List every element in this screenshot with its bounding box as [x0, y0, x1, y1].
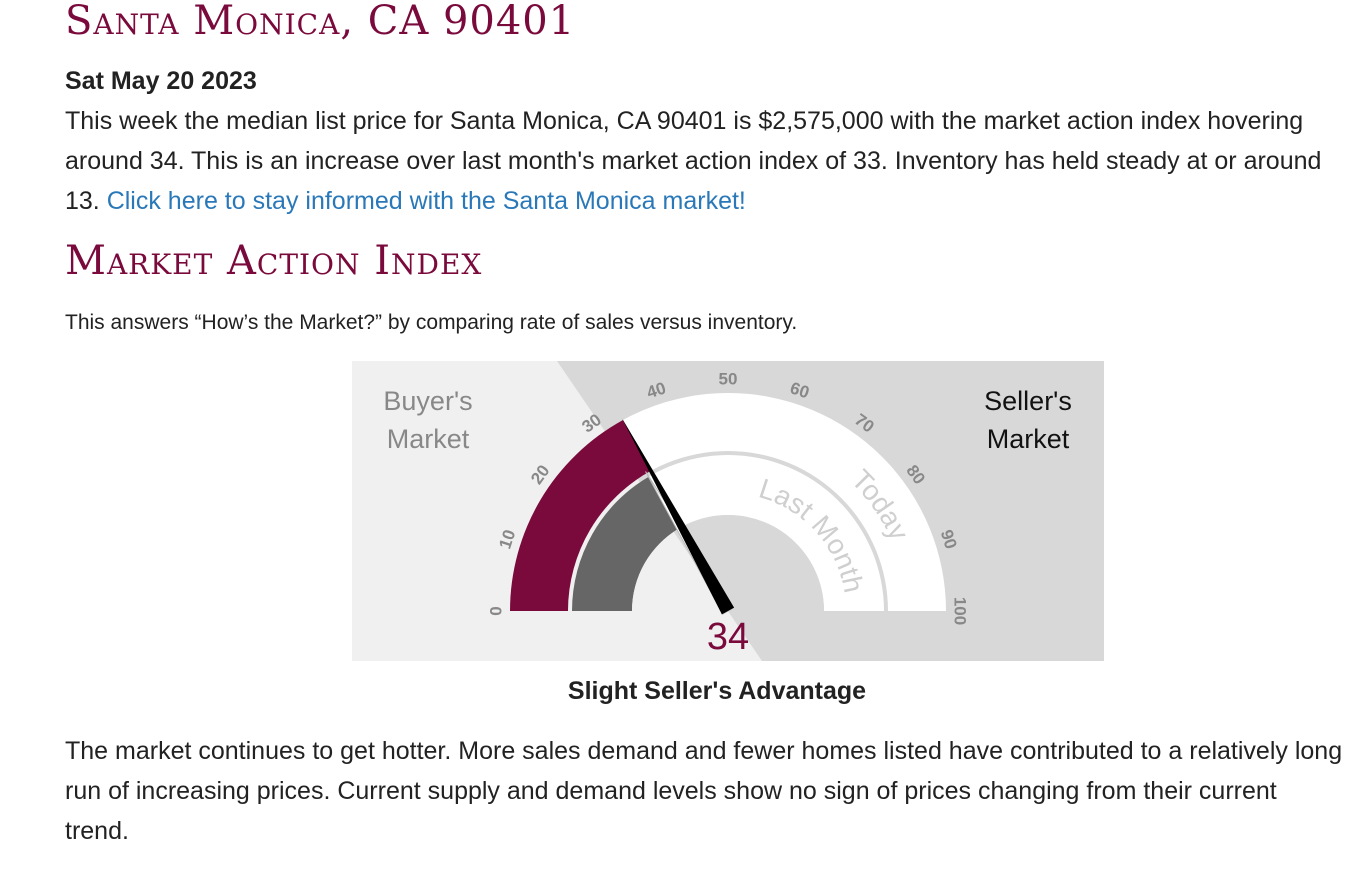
- today-arc: [510, 419, 651, 611]
- tick-label: 10: [495, 527, 519, 551]
- section-title-market-action-index: Market Action Index: [65, 238, 483, 284]
- sellers-market-label-line1: Seller's: [984, 386, 1072, 416]
- tick-label: 0: [487, 606, 506, 615]
- tick-label: 90: [937, 527, 961, 551]
- market-summary: This week the median list price for Sant…: [65, 101, 1360, 221]
- market-outlook: The market continues to get hotter. More…: [65, 737, 1343, 845]
- stay-informed-link[interactable]: Click here to stay informed with the San…: [106, 187, 746, 215]
- market-verdict: Slight Seller's Advantage: [567, 677, 867, 705]
- gauge-value: 34: [707, 616, 749, 658]
- market-action-gauge: 0 10 20 30 40 50 60 70 80 90 100 Today Last Month …: [352, 361, 1104, 661]
- summary-text: This week the median list price for Sant…: [65, 107, 1322, 215]
- report-date: Sat May 20 2023: [65, 67, 257, 95]
- tick-label: 50: [719, 370, 738, 389]
- sellers-market-label-line2: Market: [987, 424, 1070, 454]
- buyers-market-label-line1: Buyer's: [383, 386, 472, 416]
- last-month-arc: [572, 476, 680, 611]
- tick-label: 100: [951, 597, 970, 625]
- page-title: Santa Monica, CA 90401: [65, 0, 576, 44]
- buyers-market-label-line2: Market: [387, 424, 470, 454]
- today-needle: [622, 418, 735, 615]
- tick-label: 60: [788, 378, 812, 402]
- section-description: This answers “How’s the Market?” by comp…: [65, 311, 798, 334]
- tick-label: 40: [644, 378, 668, 402]
